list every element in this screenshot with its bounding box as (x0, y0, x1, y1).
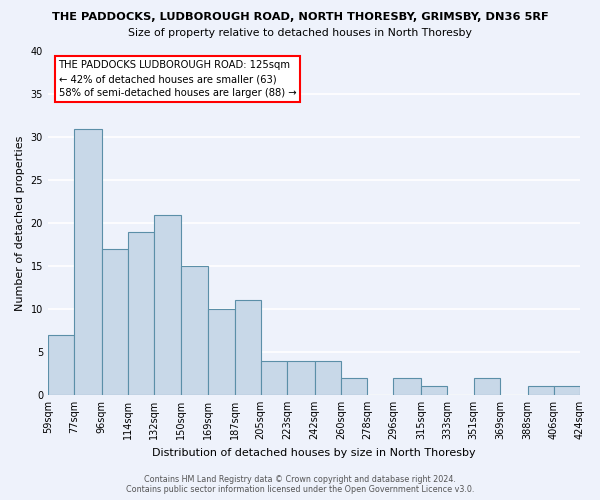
X-axis label: Distribution of detached houses by size in North Thoresby: Distribution of detached houses by size … (152, 448, 476, 458)
Bar (314, 360, 341, 395)
Bar (527, 386, 554, 395)
Bar (554, 386, 580, 395)
Bar (421, 386, 448, 395)
Text: Size of property relative to detached houses in North Thoresby: Size of property relative to detached ho… (128, 28, 472, 38)
Bar (261, 360, 287, 395)
Text: Contains HM Land Registry data © Crown copyright and database right 2024.
Contai: Contains HM Land Registry data © Crown c… (126, 474, 474, 494)
Bar (473, 378, 500, 395)
Bar (181, 266, 208, 395)
Text: THE PADDOCKS LUDBOROUGH ROAD: 125sqm
← 42% of detached houses are smaller (63)
5: THE PADDOCKS LUDBOROUGH ROAD: 125sqm ← 4… (59, 60, 296, 98)
Y-axis label: Number of detached properties: Number of detached properties (15, 136, 25, 311)
Bar (341, 378, 367, 395)
Bar (154, 214, 181, 395)
Bar (74, 129, 102, 395)
Bar (235, 300, 261, 395)
Bar (128, 232, 154, 395)
Bar (394, 378, 421, 395)
Bar (208, 309, 235, 395)
Bar (48, 335, 74, 395)
Bar (102, 249, 128, 395)
Text: THE PADDOCKS, LUDBOROUGH ROAD, NORTH THORESBY, GRIMSBY, DN36 5RF: THE PADDOCKS, LUDBOROUGH ROAD, NORTH THO… (52, 12, 548, 22)
Bar (287, 360, 314, 395)
